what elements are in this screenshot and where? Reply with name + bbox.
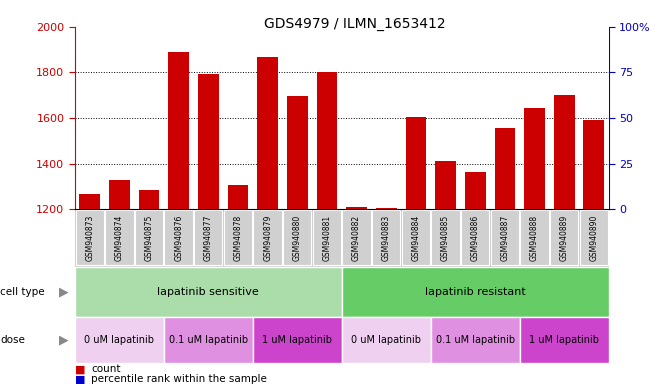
Text: dose: dose bbox=[0, 335, 25, 345]
Point bbox=[381, 29, 391, 35]
Text: GSM940883: GSM940883 bbox=[381, 215, 391, 261]
Text: ■: ■ bbox=[75, 374, 85, 384]
Point bbox=[292, 29, 303, 35]
Text: GDS4979 / ILMN_1653412: GDS4979 / ILMN_1653412 bbox=[264, 17, 445, 31]
Point bbox=[470, 29, 480, 35]
Bar bbox=[554, 95, 575, 384]
Text: cell type: cell type bbox=[0, 287, 45, 297]
Point bbox=[262, 28, 273, 34]
Bar bbox=[198, 74, 219, 384]
Bar bbox=[168, 52, 189, 384]
Text: GSM940885: GSM940885 bbox=[441, 215, 450, 261]
Text: GSM940882: GSM940882 bbox=[352, 215, 361, 261]
Point bbox=[529, 29, 540, 35]
Text: GSM940888: GSM940888 bbox=[530, 215, 539, 261]
Bar bbox=[465, 172, 486, 384]
Bar bbox=[79, 194, 100, 384]
Text: GSM940876: GSM940876 bbox=[174, 215, 183, 261]
Bar bbox=[436, 161, 456, 384]
Bar bbox=[524, 108, 545, 384]
Text: GSM940880: GSM940880 bbox=[293, 215, 302, 261]
Point bbox=[352, 29, 362, 35]
Text: GSM940887: GSM940887 bbox=[501, 215, 509, 261]
Point bbox=[203, 29, 214, 35]
Bar bbox=[316, 73, 337, 384]
Bar bbox=[109, 180, 130, 384]
Text: count: count bbox=[91, 364, 120, 374]
Bar bbox=[495, 128, 515, 384]
Text: GSM940879: GSM940879 bbox=[263, 215, 272, 261]
Text: GSM940873: GSM940873 bbox=[85, 215, 94, 261]
Text: GSM940878: GSM940878 bbox=[234, 215, 242, 261]
Text: ▶: ▶ bbox=[59, 333, 68, 346]
Point bbox=[589, 29, 599, 35]
Point bbox=[411, 29, 421, 35]
Point bbox=[85, 29, 95, 35]
Point bbox=[173, 28, 184, 34]
Text: GSM940886: GSM940886 bbox=[471, 215, 480, 261]
Text: 0.1 uM lapatinib: 0.1 uM lapatinib bbox=[169, 335, 248, 345]
Bar bbox=[257, 56, 278, 384]
Bar bbox=[287, 96, 308, 384]
Point bbox=[440, 29, 450, 35]
Point bbox=[114, 29, 124, 35]
Point bbox=[233, 29, 243, 35]
Text: ▶: ▶ bbox=[59, 285, 68, 298]
Text: 0 uM lapatinib: 0 uM lapatinib bbox=[85, 335, 154, 345]
Bar bbox=[376, 208, 396, 384]
Point bbox=[144, 29, 154, 35]
Text: 0.1 uM lapatinib: 0.1 uM lapatinib bbox=[436, 335, 515, 345]
Point bbox=[322, 29, 332, 35]
Text: GSM940881: GSM940881 bbox=[322, 215, 331, 261]
Text: ■: ■ bbox=[75, 364, 85, 374]
Text: GSM940884: GSM940884 bbox=[411, 215, 421, 261]
Bar bbox=[346, 207, 367, 384]
Point bbox=[500, 29, 510, 35]
Bar bbox=[583, 120, 604, 384]
Bar bbox=[139, 190, 159, 384]
Point bbox=[559, 29, 570, 35]
Text: 1 uM lapatinib: 1 uM lapatinib bbox=[262, 335, 332, 345]
Text: lapatinib sensitive: lapatinib sensitive bbox=[158, 287, 259, 297]
Text: GSM940889: GSM940889 bbox=[560, 215, 569, 261]
Text: GSM940875: GSM940875 bbox=[145, 215, 154, 261]
Text: GSM940877: GSM940877 bbox=[204, 215, 213, 261]
Bar bbox=[228, 185, 249, 384]
Text: GSM940874: GSM940874 bbox=[115, 215, 124, 261]
Text: 1 uM lapatinib: 1 uM lapatinib bbox=[529, 335, 599, 345]
Text: percentile rank within the sample: percentile rank within the sample bbox=[91, 374, 267, 384]
Bar bbox=[406, 117, 426, 384]
Text: GSM940890: GSM940890 bbox=[589, 215, 598, 261]
Text: lapatinib resistant: lapatinib resistant bbox=[425, 287, 525, 297]
Text: 0 uM lapatinib: 0 uM lapatinib bbox=[352, 335, 421, 345]
